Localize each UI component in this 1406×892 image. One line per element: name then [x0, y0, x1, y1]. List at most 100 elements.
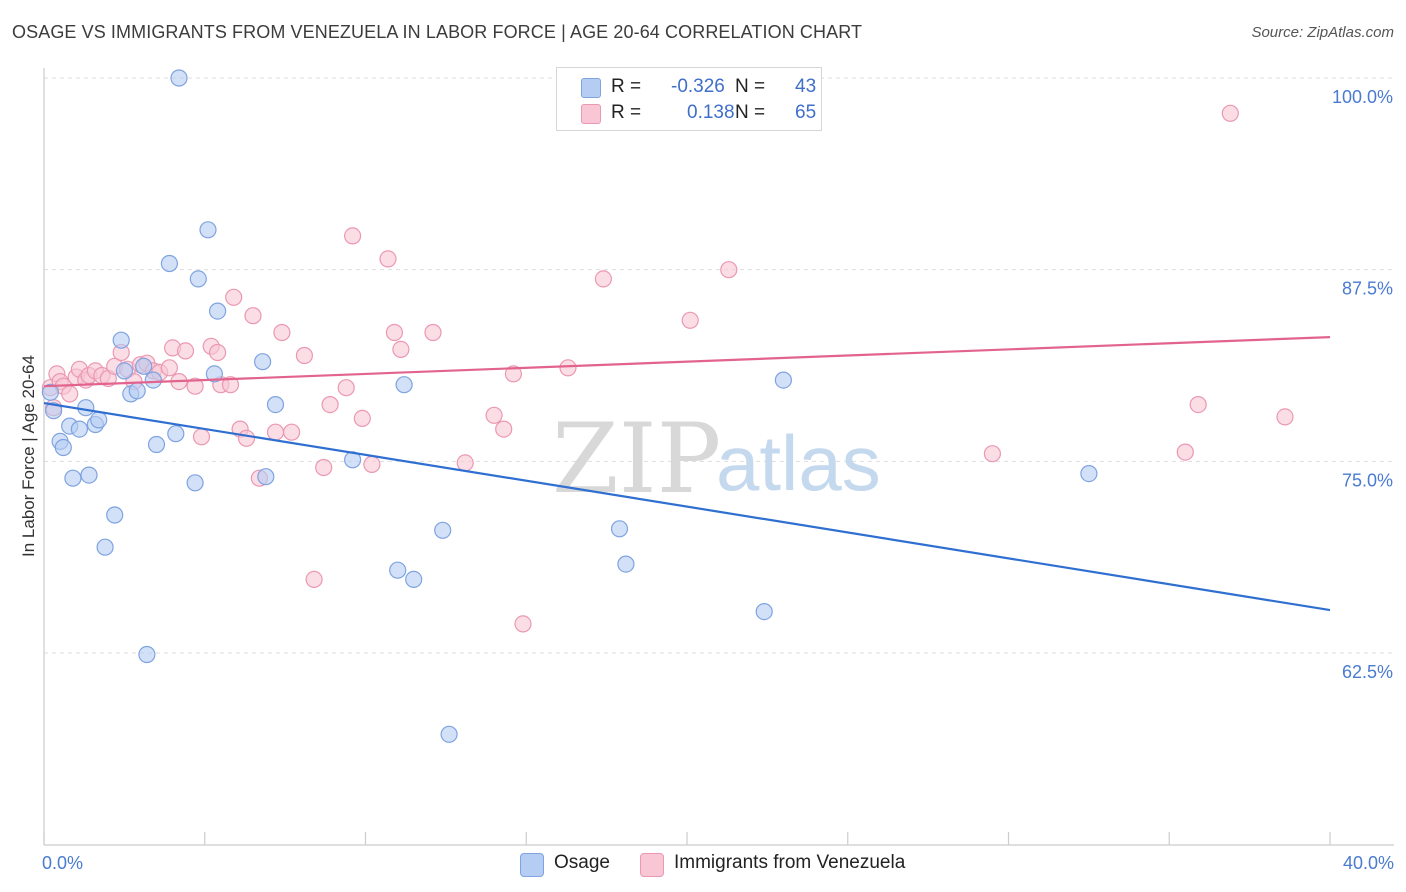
axes [43, 68, 1394, 846]
venezuela-point [559, 359, 577, 377]
series-osage-points [41, 69, 1098, 743]
osage-point [112, 331, 130, 349]
trend-lines [43, 336, 1331, 612]
osage-point [160, 254, 178, 273]
watermark: ZIP atlas [552, 403, 881, 515]
osage-trend-line [43, 402, 1331, 612]
osage-point [147, 435, 166, 454]
venezuela-point [266, 423, 285, 441]
osage-swatch [520, 853, 544, 877]
venezuela-point [273, 323, 291, 342]
grid-lines [44, 77, 1394, 654]
venezuela-point [344, 227, 362, 245]
venezuela-swatch [581, 104, 601, 124]
osage-point [115, 362, 134, 380]
legend-r-label: R = [611, 76, 642, 97]
venezuela-point [485, 406, 503, 424]
venezuela-point [1189, 396, 1207, 414]
venezuela-point [244, 307, 262, 325]
y-tick-label: 87.5% [1342, 279, 1393, 299]
bottom-legend-osage-label: Osage [554, 852, 610, 873]
venezuela-point [221, 376, 240, 394]
osage-point [434, 521, 452, 539]
venezuela-point [1221, 104, 1239, 122]
y-tick-label: 62.5% [1342, 662, 1393, 682]
y-axis-title: In Labor Force | Age 20-64 [19, 355, 38, 557]
watermark-zip: ZIP [552, 403, 721, 515]
osage-point [205, 365, 223, 383]
y-tick-label: 100.0% [1332, 87, 1393, 107]
venezuela-point [1176, 443, 1194, 461]
venezuela-point [61, 385, 79, 403]
osage-point [128, 382, 146, 400]
venezuela-point [379, 250, 397, 268]
venezuela-point [363, 455, 381, 473]
bottom-legend-venezuela-label: Immigrants from Venezuela [674, 852, 906, 873]
venezuela-point [305, 570, 323, 589]
osage-point [266, 396, 285, 414]
series-venezuela-points [41, 69, 1294, 633]
osage-point [41, 383, 60, 401]
osage-point [77, 399, 95, 417]
osage-point [189, 270, 207, 288]
osage-point [199, 221, 217, 239]
osage-swatch [581, 78, 601, 98]
osage-point [106, 506, 124, 524]
x-tick-label: 40.0% [1343, 853, 1394, 873]
venezuela-point [456, 454, 474, 472]
y-axis-label: In Labor Force | Age 20-64 [19, 355, 38, 557]
legend-r-value-osage: -0.326 [671, 76, 725, 97]
y-tick-labels: 100.0% 87.5% 75.0% 62.5% [1332, 87, 1393, 682]
venezuela-point [504, 365, 523, 383]
venezuela-trend-line [43, 336, 1331, 388]
osage-point [186, 474, 204, 492]
venezuela-point [983, 445, 1002, 463]
osage-point [80, 466, 98, 484]
venezuela-point [385, 323, 403, 342]
osage-point [54, 438, 72, 457]
venezuela-point [237, 429, 256, 447]
osage-point [1080, 465, 1098, 483]
legend-n-label: N = [735, 102, 766, 123]
venezuela-point [514, 615, 532, 633]
osage-point [144, 371, 162, 389]
osage-point [617, 555, 635, 573]
venezuela-point [315, 458, 333, 477]
y-tick-label: 75.0% [1342, 470, 1393, 490]
osage-point [610, 520, 629, 538]
osage-point [135, 357, 153, 375]
venezuela-point [594, 270, 613, 288]
chart-title: OSAGE VS IMMIGRANTS FROM VENEZUELA IN LA… [12, 22, 863, 42]
venezuela-point [353, 409, 371, 427]
osage-point [70, 420, 89, 438]
venezuela-point [176, 342, 195, 360]
osage-point [209, 302, 227, 320]
venezuela-point [283, 423, 301, 441]
osage-point [167, 425, 185, 443]
osage-point [257, 468, 275, 486]
venezuela-point [209, 343, 227, 362]
osage-point [395, 376, 413, 394]
legend-r-value-venezuela: 0.138 [687, 102, 735, 123]
osage-point [138, 645, 156, 664]
legend: R = -0.326 N = 43 R = 0.138 N = 65 [556, 67, 822, 131]
venezuela-point [424, 323, 442, 342]
venezuela-point [295, 346, 313, 365]
osage-point [254, 353, 272, 371]
venezuela-point [225, 288, 243, 306]
legend-n-value-venezuela: 65 [795, 102, 817, 123]
venezuela-point [392, 340, 410, 358]
venezuela-point [681, 311, 699, 329]
x-tick-label: 0.0% [42, 853, 83, 873]
legend-r-label: R = [611, 102, 642, 123]
x-tick-labels: 0.0% 40.0% [42, 853, 1394, 873]
osage-point [90, 411, 108, 429]
osage-point [440, 725, 458, 743]
osage-point [64, 469, 82, 487]
venezuela-point [321, 396, 339, 414]
venezuela-point [720, 261, 738, 279]
venezuela-point [337, 379, 355, 397]
legend-n-value-osage: 43 [795, 76, 817, 97]
osage-point [44, 402, 63, 420]
